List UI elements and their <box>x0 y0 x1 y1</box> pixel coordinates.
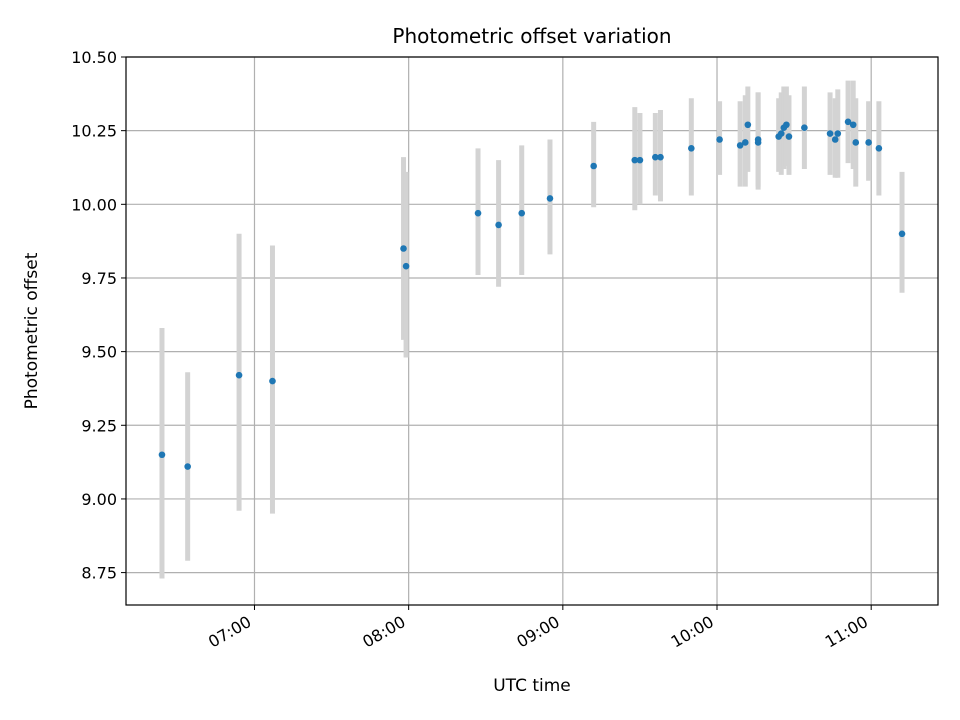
data-point <box>831 136 839 143</box>
data-point <box>826 130 834 137</box>
y-tick-label: 10.00 <box>71 195 117 214</box>
y-tick-label: 10.50 <box>71 48 117 67</box>
y-tick-label: 8.75 <box>81 564 117 583</box>
data-point <box>402 262 410 270</box>
data-point <box>400 245 407 252</box>
data-point <box>716 136 723 143</box>
data-point <box>636 156 644 164</box>
data-point <box>158 451 166 459</box>
data-point <box>783 121 790 129</box>
y-tick-label: 9.00 <box>81 490 117 509</box>
plot-frame <box>125 56 939 606</box>
data-point <box>849 121 857 129</box>
data-point <box>898 230 906 238</box>
y-tick-label: 9.25 <box>81 416 117 435</box>
data-point <box>801 124 808 132</box>
data-point <box>852 139 860 146</box>
data-point <box>269 377 276 385</box>
data-point <box>777 130 785 137</box>
y-tick-label: 10.25 <box>71 122 117 141</box>
data-point <box>736 142 744 149</box>
data-point <box>744 121 752 129</box>
data-point <box>474 209 482 217</box>
data-point <box>518 209 526 217</box>
data-point <box>546 195 554 202</box>
data-point <box>785 133 793 140</box>
data-point <box>754 139 762 146</box>
data-point <box>495 221 502 229</box>
data-point <box>741 139 749 146</box>
y-tick-label: 9.50 <box>81 343 117 362</box>
chart-title: Photometric offset variation <box>392 24 671 48</box>
data-point <box>657 153 664 161</box>
data-point <box>590 162 597 170</box>
data-point <box>834 130 842 137</box>
data-point <box>875 145 883 152</box>
point-layer <box>158 118 906 470</box>
y-axis-label: Photometric offset <box>22 252 42 409</box>
y-tick-label: 9.75 <box>81 269 117 288</box>
data-point <box>631 156 639 164</box>
data-point <box>652 153 659 161</box>
data-point <box>865 139 872 146</box>
data-point <box>844 118 852 126</box>
data-point <box>184 463 191 470</box>
data-point <box>235 371 243 379</box>
data-point <box>688 145 695 152</box>
x-axis-label: UTC time <box>493 676 571 696</box>
